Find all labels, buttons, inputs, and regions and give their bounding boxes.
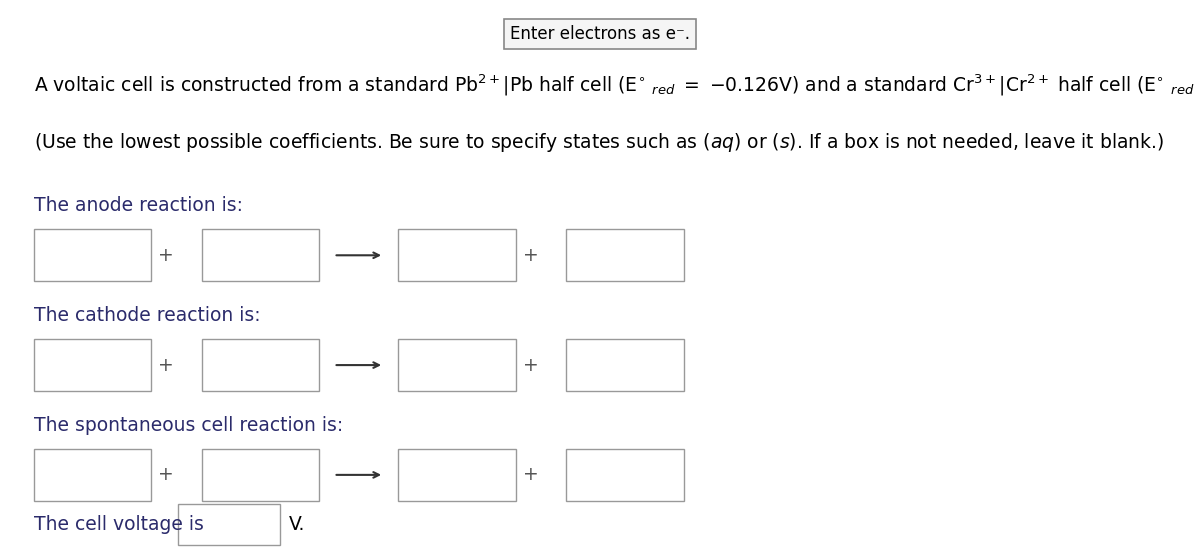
Text: +: + <box>157 246 174 265</box>
Text: +: + <box>157 356 174 374</box>
Text: The cell voltage is: The cell voltage is <box>34 515 204 534</box>
Text: The anode reaction is:: The anode reaction is: <box>34 197 242 215</box>
FancyBboxPatch shape <box>566 449 684 501</box>
Text: +: + <box>522 356 539 374</box>
Text: The spontaneous cell reaction is:: The spontaneous cell reaction is: <box>34 416 343 435</box>
Text: The cathode reaction is:: The cathode reaction is: <box>34 306 260 325</box>
FancyBboxPatch shape <box>398 449 516 501</box>
Text: +: + <box>522 466 539 484</box>
Text: A voltaic cell is constructed from a standard Pb$^{2+}$$|$Pb half cell (E$^{\cir: A voltaic cell is constructed from a sta… <box>34 72 1200 98</box>
FancyBboxPatch shape <box>398 339 516 391</box>
FancyBboxPatch shape <box>202 449 319 501</box>
Text: +: + <box>157 466 174 484</box>
FancyBboxPatch shape <box>202 229 319 281</box>
FancyBboxPatch shape <box>34 449 151 501</box>
FancyBboxPatch shape <box>202 339 319 391</box>
Text: V.: V. <box>289 515 306 534</box>
Text: +: + <box>522 246 539 265</box>
FancyBboxPatch shape <box>566 339 684 391</box>
FancyBboxPatch shape <box>566 229 684 281</box>
Text: Enter electrons as e⁻.: Enter electrons as e⁻. <box>510 25 690 43</box>
FancyBboxPatch shape <box>178 504 280 545</box>
Text: (Use the lowest possible coefficients. Be sure to specify states such as ($\math: (Use the lowest possible coefficients. B… <box>34 131 1164 154</box>
FancyBboxPatch shape <box>398 229 516 281</box>
FancyBboxPatch shape <box>34 339 151 391</box>
FancyBboxPatch shape <box>34 229 151 281</box>
